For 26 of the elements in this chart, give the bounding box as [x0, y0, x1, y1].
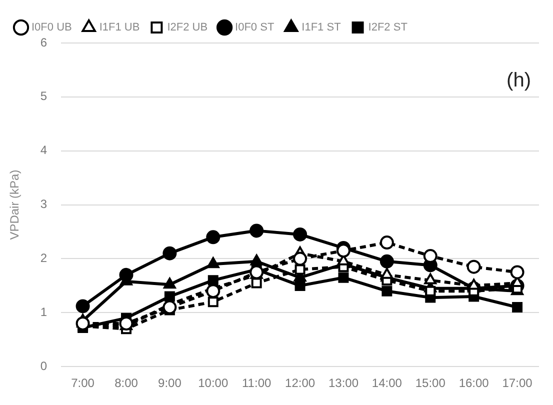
x-tick-label: 13:00 — [328, 376, 359, 390]
legend-label: I1F1 ST — [302, 22, 342, 34]
x-tick-label: 17:00 — [502, 376, 533, 390]
x-tick-label: 11:00 — [242, 376, 272, 390]
x-tick-label: 15:00 — [415, 376, 446, 390]
annotation: (h) — [506, 70, 531, 92]
legend-label: I1F1 UB — [99, 22, 140, 34]
y-tick-label: 4 — [40, 143, 48, 158]
y-tick-label: 1 — [40, 304, 48, 319]
legend-label: I0F0 ST — [235, 22, 274, 34]
x-tick-label: 12:00 — [285, 376, 316, 390]
x-tick-label: 10:00 — [198, 376, 228, 390]
y-tick-label: 6 — [40, 35, 48, 50]
y-tick-label: 2 — [40, 251, 48, 266]
x-tick-label: 8:00 — [114, 376, 138, 390]
y-axis-title: VPDair (kPa) — [8, 170, 22, 240]
legend-label: I2F2 UB — [167, 22, 208, 34]
legend-label: I0F0 UB — [32, 22, 72, 34]
x-tick-label: 16:00 — [458, 376, 490, 390]
legend-label: I2F2 ST — [368, 22, 408, 34]
y-tick-label: 3 — [40, 197, 48, 212]
y-tick-label: 5 — [40, 89, 48, 104]
y-tick-label: 0 — [40, 358, 48, 373]
x-tick-label: 7:00 — [71, 376, 95, 390]
x-tick-label: 14:00 — [372, 376, 402, 390]
x-tick-label: 9:00 — [158, 376, 182, 390]
